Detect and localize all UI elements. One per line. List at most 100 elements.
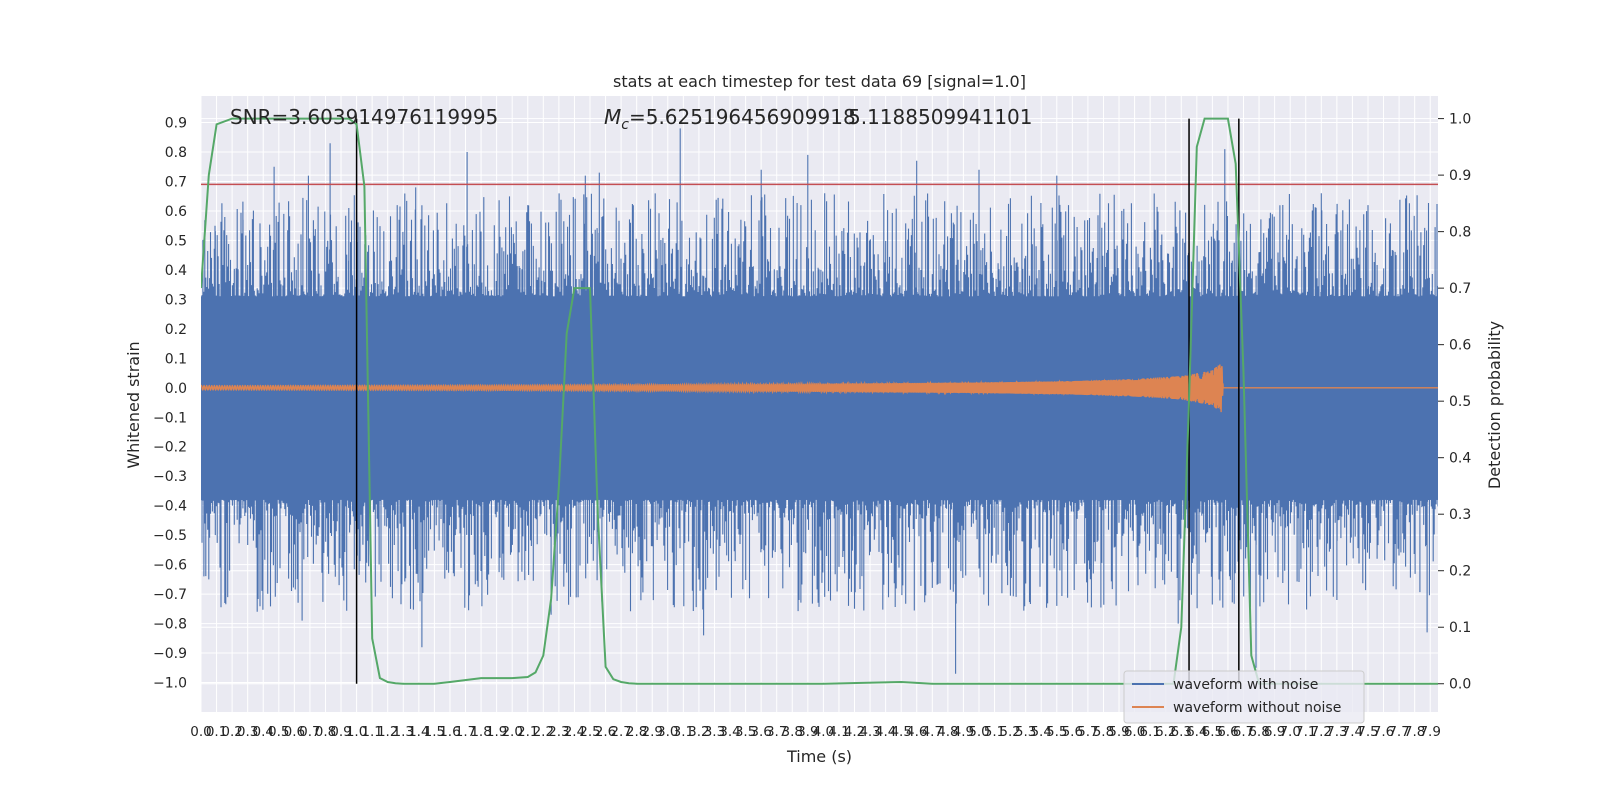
x-tick-label: 1.9 xyxy=(486,724,507,740)
chart-title: stats at each timestep for test data 69 … xyxy=(613,72,1026,91)
x-tick-label: 4.6 xyxy=(906,724,927,740)
x-tick-label: 7.6 xyxy=(1373,724,1394,740)
probability-line xyxy=(201,117,1438,685)
data-layer xyxy=(201,117,1438,685)
x-tick-label: 7.1 xyxy=(1295,724,1316,740)
y-tick-label: 0.7 xyxy=(165,174,187,190)
y-tick-label: 0.2 xyxy=(165,322,187,338)
x-tick-label: 0.3 xyxy=(237,724,258,740)
x-tick-label: 4.4 xyxy=(875,724,896,740)
x-tick-label: 7.5 xyxy=(1357,724,1378,740)
x-tick-label: 1.8 xyxy=(470,724,491,740)
x-tick-label: 5.6 xyxy=(1062,724,1083,740)
x-tick-label: 0.1 xyxy=(206,724,227,740)
y-tick-label: −0.2 xyxy=(153,440,187,456)
x-tick-label: 5.4 xyxy=(1030,724,1051,740)
y-tick-label: 0.5 xyxy=(165,233,187,249)
mc-subscript: c xyxy=(621,117,629,133)
x-tick-label: 2.7 xyxy=(610,724,631,740)
x-tick-label: 7.3 xyxy=(1326,724,1347,740)
x-tick-label: 2.5 xyxy=(579,724,600,740)
x-tick-label: 6.2 xyxy=(1155,724,1176,740)
x-tick-label: 3.4 xyxy=(719,724,740,740)
legend-box xyxy=(1123,670,1365,724)
y-right-tick-label: 0.0 xyxy=(1449,677,1471,693)
x-tick-label: 7.4 xyxy=(1342,724,1363,740)
legend-noisy-label: waveform with noise xyxy=(1173,677,1318,693)
x-tick-label: 2.0 xyxy=(501,724,522,740)
snr-annotation: SNR=3.603914976119995 xyxy=(230,105,498,129)
x-tick-label: 5.3 xyxy=(1015,724,1036,740)
x-tick-label: 4.9 xyxy=(953,724,974,740)
x-tick-label: 0.0 xyxy=(190,724,211,740)
y-tick-label: 0.9 xyxy=(165,116,187,132)
x-tick-label: 0.5 xyxy=(268,724,289,740)
y-tick-label: 0.6 xyxy=(165,204,187,220)
y-tick-label: −0.5 xyxy=(153,528,187,544)
x-tick-label: 6.8 xyxy=(1248,724,1269,740)
x-tick-label: 0.9 xyxy=(330,724,351,740)
mc-annotation: Mc=5.625196456909918 xyxy=(604,105,856,133)
x-tick-label: 1.2 xyxy=(377,724,398,740)
x-tick-label: 1.1 xyxy=(361,724,382,740)
x-tick-label: 4.2 xyxy=(844,724,865,740)
x-tick-label: 0.7 xyxy=(299,724,320,740)
x-tick-label: 1.3 xyxy=(393,724,414,740)
y-tick-label: 0.1 xyxy=(165,351,187,367)
y-right-tick-label: 0.2 xyxy=(1449,564,1471,580)
x-tick-label: 1.0 xyxy=(346,724,367,740)
x-tick-label: 2.6 xyxy=(595,724,616,740)
x-tick-label: 1.6 xyxy=(439,724,460,740)
x-tick-label: 6.1 xyxy=(1139,724,1160,740)
x-tick-label: 2.8 xyxy=(626,724,647,740)
y-tick-label: 0.4 xyxy=(165,263,187,279)
x-tick-label: 5.9 xyxy=(1108,724,1129,740)
x-tick-label: 7.7 xyxy=(1388,724,1409,740)
x-tick-label: 6.6 xyxy=(1217,724,1238,740)
y-right-tick-label: 0.5 xyxy=(1449,394,1471,410)
y-axis-label: Whitened strain xyxy=(124,341,143,468)
x-tick-label: 1.7 xyxy=(455,724,476,740)
y-right-tick-label: 0.6 xyxy=(1449,338,1471,354)
x-tick-label: 7.2 xyxy=(1311,724,1332,740)
x-tick-label: 5.5 xyxy=(1046,724,1067,740)
x-tick-label: 0.2 xyxy=(221,724,242,740)
x-tick-label: 7.9 xyxy=(1419,724,1440,740)
x-tick-label: 3.5 xyxy=(735,724,756,740)
x-axis-label: Time (s) xyxy=(786,747,852,766)
x-tick-label: 6.4 xyxy=(1186,724,1207,740)
x-tick-label: 5.0 xyxy=(968,724,989,740)
legend-clean-label: waveform without noise xyxy=(1173,700,1341,716)
x-tick-label: 4.3 xyxy=(859,724,880,740)
x-tick-label: 6.0 xyxy=(1124,724,1145,740)
y-tick-label: 0.0 xyxy=(165,381,187,397)
y-right-tick-label: 0.1 xyxy=(1449,620,1471,636)
x-tick-label: 5.2 xyxy=(999,724,1020,740)
x-tick-label: 4.1 xyxy=(828,724,849,740)
x-tick-label: 5.7 xyxy=(1077,724,1098,740)
x-tick-label: 3.2 xyxy=(688,724,709,740)
overlap-annotation: 5.1188509941101 xyxy=(848,105,1033,129)
y-right-tick-label: 0.7 xyxy=(1449,281,1471,297)
y-tick-label: 0.3 xyxy=(165,292,187,308)
y-right-tick-label: 1.0 xyxy=(1449,112,1471,128)
y-right-tick-label: 0.4 xyxy=(1449,451,1471,467)
legend: waveform with noise waveform without noi… xyxy=(1123,670,1365,724)
y-tick-label: −0.7 xyxy=(153,587,187,603)
x-tick-label: 5.8 xyxy=(1093,724,1114,740)
x-tick-label: 3.8 xyxy=(782,724,803,740)
x-tick-label: 6.3 xyxy=(1171,724,1192,740)
x-tick-label: 0.4 xyxy=(252,724,273,740)
y-right-axis-label: Detection probability xyxy=(1485,321,1504,489)
y-tick-label: −1.0 xyxy=(153,676,187,692)
x-tick-label: 1.4 xyxy=(408,724,429,740)
mc-symbol: M xyxy=(604,105,621,129)
y-tick-label: −0.6 xyxy=(153,558,187,574)
y-tick-label: −0.9 xyxy=(153,646,187,662)
x-tick-label: 0.8 xyxy=(315,724,336,740)
x-tick-label: 1.5 xyxy=(424,724,445,740)
x-tick-label: 3.6 xyxy=(750,724,771,740)
x-tick-label: 4.7 xyxy=(922,724,943,740)
y-tick-label: −0.4 xyxy=(153,499,187,515)
